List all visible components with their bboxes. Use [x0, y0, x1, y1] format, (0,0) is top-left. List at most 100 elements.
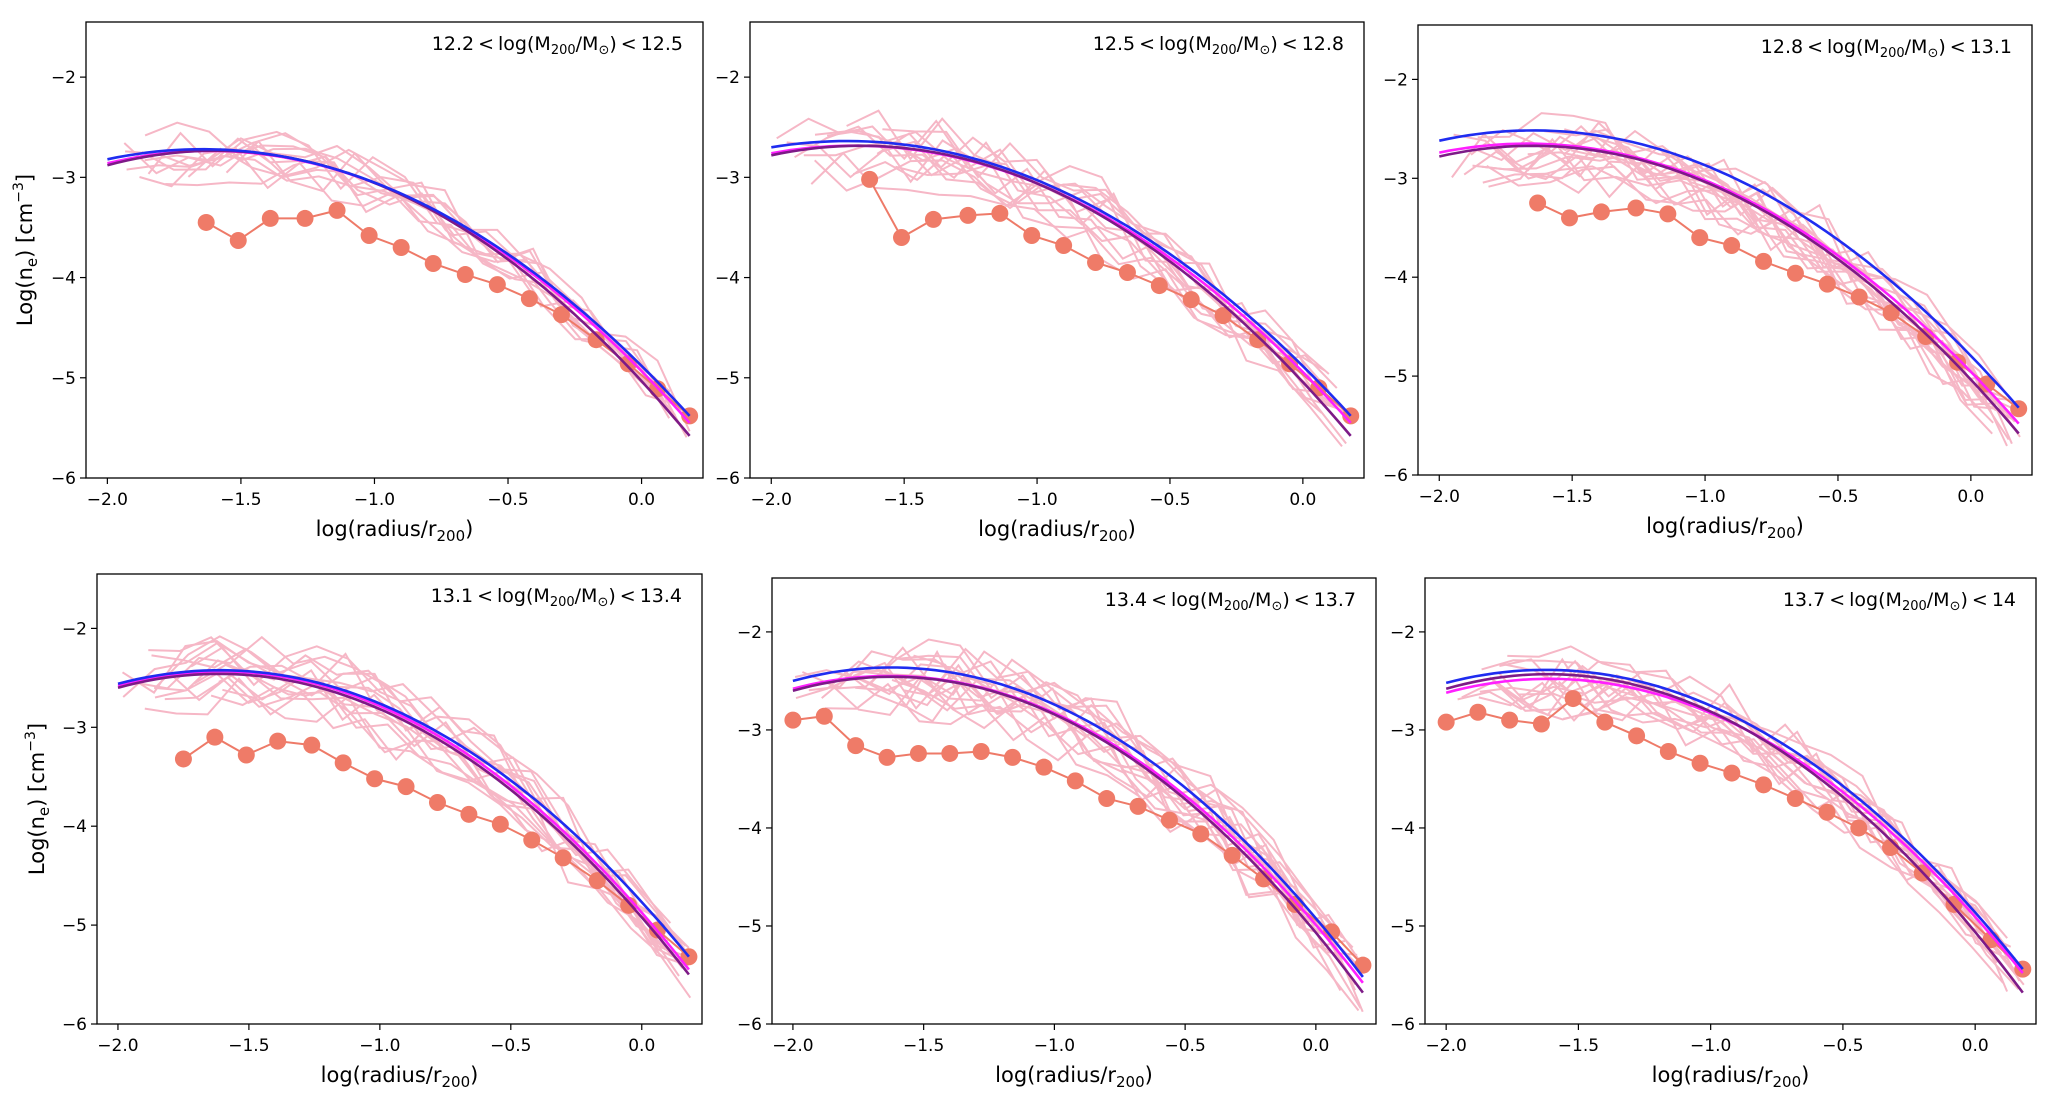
- y-axis-label: Log(ne) [cm−3]: [11, 174, 41, 326]
- text-part: 14: [1992, 589, 2016, 611]
- y-tick-label: −5: [51, 369, 76, 389]
- median-point: [397, 778, 415, 796]
- axes-frame: [749, 21, 1365, 479]
- x-tick-label: −2.0: [772, 1036, 813, 1056]
- median-point: [1160, 811, 1178, 829]
- median-point: [1501, 711, 1519, 729]
- text-part: ⊙: [598, 43, 609, 58]
- y-tick-label: −3: [62, 718, 87, 738]
- text-part: 200: [1773, 1073, 1802, 1091]
- fit-line-blue: [1445, 668, 2024, 970]
- median-point: [1592, 203, 1610, 221]
- profile-line: [218, 664, 692, 999]
- profile-line: [1518, 664, 1996, 943]
- text-part: log(M: [1171, 589, 1224, 611]
- text-part: log(radius/r: [995, 1063, 1116, 1087]
- text-part: <: [477, 585, 493, 607]
- x-axis-label: log(radius/r200): [1646, 514, 1804, 542]
- y-axis-label: Log(ne) [cm−3]: [23, 723, 53, 875]
- text-part: ): [1270, 33, 1277, 55]
- median-point: [1691, 229, 1709, 247]
- profile-line: [164, 676, 669, 943]
- panel-13.4-13.7: −2.0 −1.5 −1.0 −0.5 0.0 −6 −5 −4 −3 −2 log(radius/…: [737, 577, 1377, 1091]
- median-point: [1627, 199, 1645, 217]
- profile-line: [222, 688, 664, 958]
- median-point: [588, 872, 606, 890]
- x-tick-label: −1.5: [903, 1036, 944, 1056]
- text-part: ): [1145, 1063, 1153, 1087]
- x-tick-label: 0.0: [628, 490, 655, 510]
- profile-line: [891, 678, 1364, 1013]
- median-point: [1281, 355, 1299, 373]
- x-tick-label: −1.5: [1558, 1036, 1599, 1056]
- text-part: ⊙: [1259, 43, 1270, 58]
- text-part: 12.8: [1761, 36, 1803, 58]
- median-point: [261, 209, 279, 227]
- median-point: [1035, 758, 1053, 776]
- median-point: [1786, 790, 1804, 808]
- y-tick-label: −5: [1383, 367, 1408, 387]
- profile-line: [1457, 680, 1998, 964]
- profile-line: [1495, 147, 2008, 447]
- y-tick-label: −2: [1390, 623, 1415, 643]
- median-point: [1723, 237, 1741, 255]
- y-tick-label: −4: [737, 819, 762, 839]
- profile-line: [795, 650, 1362, 970]
- text-part: ): [1960, 589, 1967, 611]
- x-tick-label: −1.5: [1552, 487, 1593, 507]
- y-tick-label: −2: [737, 623, 762, 643]
- profile-line: [126, 154, 673, 412]
- profile-line: [882, 128, 1330, 375]
- text-part: 200: [1116, 1073, 1145, 1091]
- text-part: log(M: [1849, 589, 1902, 611]
- plot-area: [771, 109, 1360, 448]
- median-point: [1978, 375, 1996, 393]
- median-point: [554, 849, 572, 867]
- text-part: log(radius/r: [1652, 1063, 1773, 1087]
- median-point: [1323, 923, 1341, 941]
- median-point: [1659, 742, 1677, 760]
- y-tick-label: −3: [1383, 169, 1408, 189]
- text-part: −3: [23, 731, 39, 752]
- text-part: log(radius/r: [321, 1063, 442, 1087]
- text-part: log(M: [1827, 36, 1880, 58]
- axes-frame: [1424, 577, 2037, 1025]
- text-part: /M: [1249, 589, 1272, 611]
- text-part: ) [cm: [25, 752, 49, 807]
- panel-12.8-13.1: −2.0 −1.5 −1.0 −0.5 0.0 −6 −5 −4 −3 −2 log(radius/…: [1383, 24, 2033, 542]
- fit-line-blue: [792, 666, 1364, 978]
- profile-line: [897, 654, 1338, 949]
- text-part: <: [1151, 589, 1167, 611]
- profile-line: [1470, 121, 2014, 421]
- profile-line: [895, 162, 1343, 448]
- y-tick-label: −5: [737, 917, 762, 937]
- plot-area: [784, 638, 1372, 1013]
- median-point: [861, 170, 879, 188]
- text-part: 200: [550, 595, 575, 610]
- text-part: <: [1950, 36, 1966, 58]
- text-part: ): [1128, 517, 1136, 541]
- text-part: 13.4: [1105, 589, 1147, 611]
- median-point: [1004, 748, 1022, 766]
- x-tick-label: −1.0: [1684, 487, 1725, 507]
- fit-line-magenta: [792, 674, 1364, 984]
- axes-frame: [96, 573, 703, 1025]
- text-part: ⊙: [1927, 46, 1938, 61]
- median-point: [229, 231, 247, 249]
- median-point: [909, 744, 927, 762]
- profile-line: [121, 640, 690, 958]
- x-tick-label: 0.0: [628, 1036, 655, 1056]
- panel-title: 12.8 < log(M200/M⊙) <13.1: [1761, 36, 2012, 61]
- x-tick-label: −2.0: [751, 490, 792, 510]
- median-point: [1691, 754, 1709, 772]
- axes-frame: [85, 21, 704, 479]
- median-point: [1850, 288, 1868, 306]
- y-tick-label: −5: [715, 369, 740, 389]
- text-part: <: [478, 33, 494, 55]
- fit-line-magenta: [1439, 142, 2020, 425]
- profile-line: [144, 121, 691, 417]
- x-tick-label: −1.0: [1034, 1036, 1075, 1056]
- median-point: [924, 210, 942, 228]
- y-tick-label: −6: [1383, 466, 1408, 486]
- text-part: 13.4: [640, 585, 682, 607]
